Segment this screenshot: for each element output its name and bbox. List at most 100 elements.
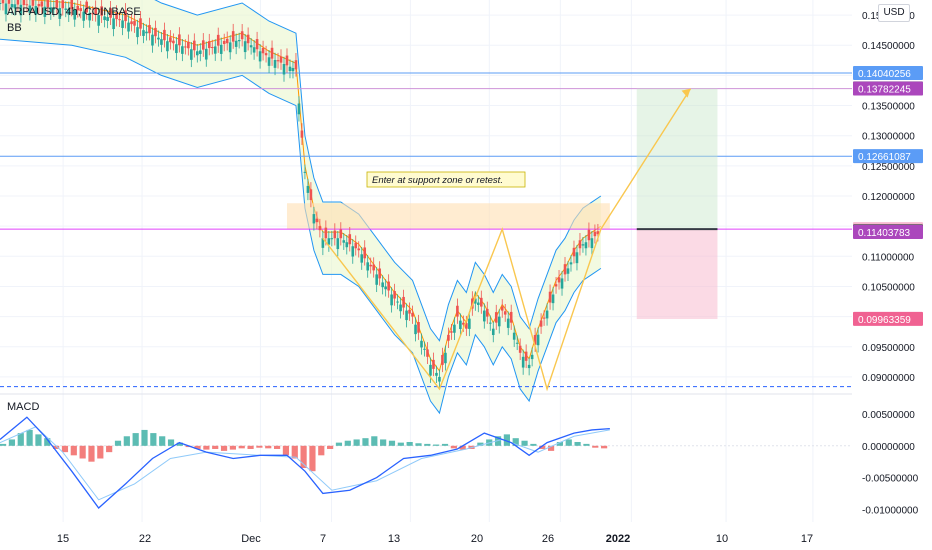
price-tick-label: 0.13000000 [862, 132, 915, 143]
candle-body [225, 38, 229, 44]
candle-body [482, 310, 486, 322]
candle-body [345, 242, 349, 248]
bollinger-lower-line [0, 38, 602, 415]
candle-body [360, 254, 364, 263]
time-tick-label: 7 [320, 533, 326, 545]
candle-body [497, 316, 501, 327]
candle-body [390, 294, 393, 306]
candle-body [4, 3, 8, 15]
macd-histogram-bar [371, 436, 378, 446]
macd-histogram-bar [574, 441, 581, 446]
candle-body [554, 284, 558, 287]
candle-body [509, 311, 513, 323]
support-zone [286, 203, 610, 230]
macd-histogram-bar [141, 429, 148, 446]
candle-body [545, 310, 549, 319]
macd-histogram-bar [477, 442, 484, 446]
candle-body [169, 37, 172, 43]
macd-histogram-bar [61, 445, 69, 453]
candle-body [249, 45, 253, 48]
candle-body [240, 31, 244, 40]
bollinger-fill [0, 0, 601, 414]
candle-body [423, 348, 426, 350]
candle-body [444, 352, 447, 364]
candle-body [231, 31, 235, 42]
candle-body [264, 53, 268, 56]
macd-histogram-bar [318, 445, 325, 456]
price-tick-label: 0.12500000 [862, 162, 915, 173]
candle-body [279, 56, 283, 63]
candle-body [384, 286, 387, 290]
macd-histogram-bar [167, 439, 175, 446]
time-tick-label: 22 [139, 533, 151, 545]
candle-body [133, 20, 136, 26]
candle-body [414, 324, 417, 335]
candle-body [97, 15, 100, 26]
candle-body [22, 0, 26, 6]
macd-histogram-bar [194, 445, 201, 449]
candle-body [49, 7, 53, 13]
macd-histogram-bar [256, 445, 263, 448]
annotation-callout[interactable]: Enter at support zone or retest. [366, 171, 526, 188]
price-axis[interactable]: 0.090000000.095000000.100000000.10500000… [853, 11, 923, 516]
candle-body [291, 68, 295, 72]
candle-body [46, 0, 50, 8]
macd-histogram-bar [53, 445, 60, 449]
candle-body [453, 324, 456, 333]
macd-histogram-bar [247, 445, 254, 449]
pattern-drawing [322, 88, 692, 392]
candle-body [285, 55, 289, 66]
annotation-text: Enter at support zone or retest. [372, 175, 503, 186]
candle-body [417, 322, 420, 333]
trade-position-box[interactable] [636, 88, 718, 320]
candle-body [234, 40, 238, 47]
macd-histogram-bar [176, 442, 183, 446]
macd-histogram-bar [238, 445, 245, 449]
candle-body [58, 8, 62, 19]
candle-body [542, 317, 546, 319]
candle-body [100, 6, 103, 16]
candle-body [351, 246, 355, 257]
candle-body [485, 308, 489, 317]
candle-body [181, 46, 184, 54]
candle-body [255, 39, 259, 50]
candle-body [7, 0, 11, 4]
macd-tick-label: -0.01000000 [862, 505, 919, 516]
bollinger-upper-line [154, 0, 602, 342]
candle-body [333, 230, 337, 239]
candle-body [548, 291, 552, 303]
candle-body [557, 277, 561, 283]
candle-body [70, 0, 74, 10]
price-tick-label: 0.09000000 [862, 373, 915, 384]
time-tick-label: 13 [388, 533, 400, 545]
arrow-head [681, 88, 691, 98]
candle-body [539, 320, 543, 327]
candle-body [560, 278, 564, 289]
indicator-label[interactable]: BB [7, 22, 22, 34]
price-tick-label: 0.10500000 [862, 282, 915, 293]
candle-body [219, 44, 223, 54]
candle-body [494, 312, 498, 323]
candle-body [82, 11, 86, 21]
candle-body [222, 40, 226, 45]
candle-body [500, 306, 504, 311]
candle-body [34, 6, 38, 15]
time-axis[interactable]: 15 22 Dec 7 13 20 26 2022 10 17 [57, 533, 813, 545]
macd-histogram-bar [433, 444, 440, 446]
candle-body [459, 320, 462, 330]
candle-body [584, 242, 588, 249]
macd-label[interactable]: MACD [7, 401, 40, 413]
candle-body [121, 20, 124, 28]
macd-histogram-bar [353, 439, 360, 446]
macd-histogram-bar [503, 434, 510, 446]
candle-body [213, 46, 217, 54]
candle-body [204, 48, 208, 60]
candle-body [572, 247, 576, 257]
currency-button[interactable]: USD [878, 4, 910, 22]
macd-histogram-bar [106, 445, 113, 453]
candle-body [175, 44, 178, 54]
macd-histogram-bar [547, 445, 555, 451]
candle-body [246, 34, 250, 44]
candle-body [25, 4, 29, 6]
